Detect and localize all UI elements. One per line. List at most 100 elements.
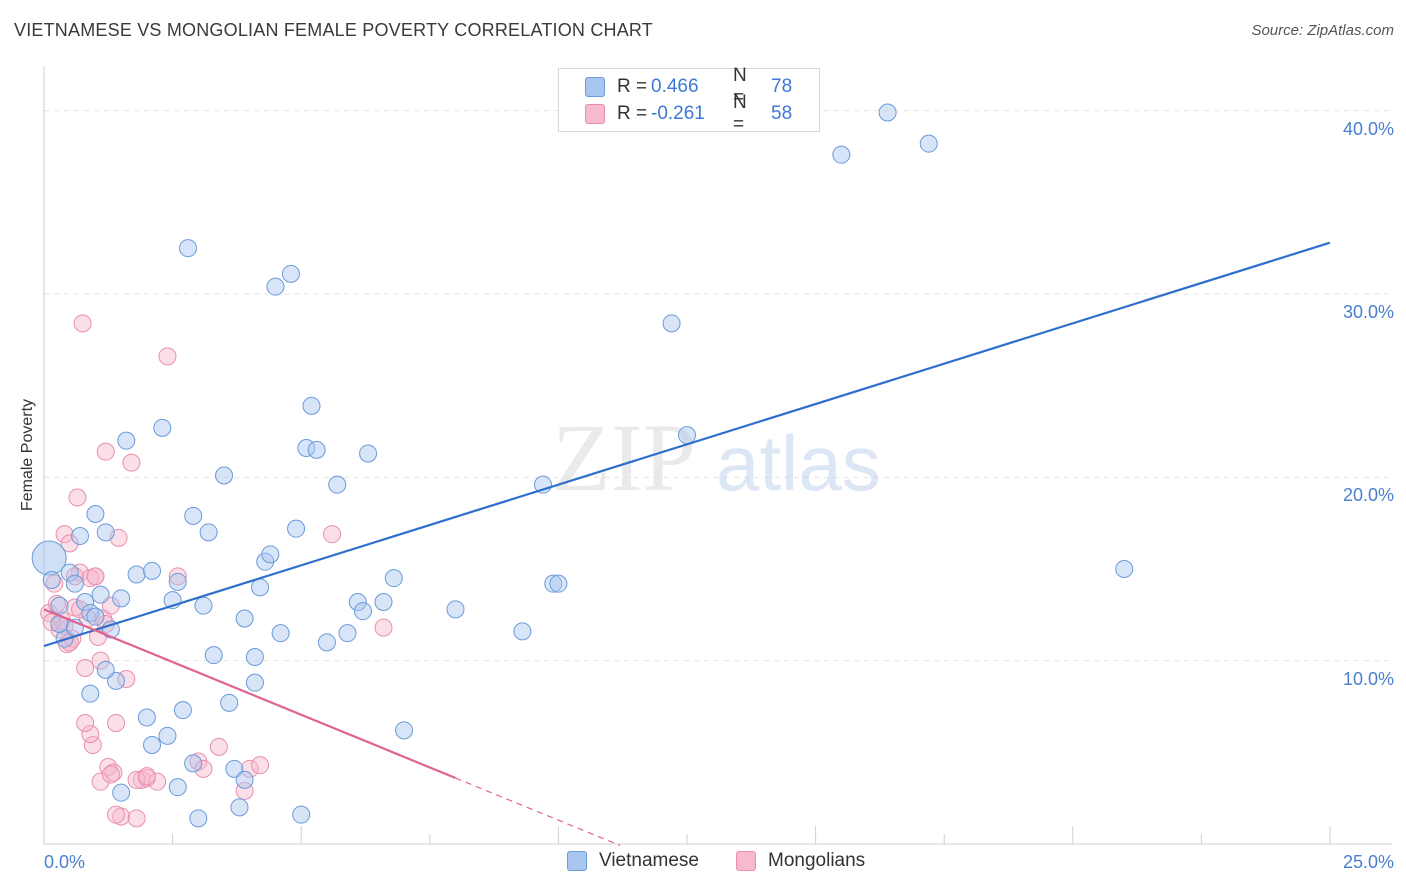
mongolians-point (137, 767, 156, 786)
mongolians-point (71, 563, 90, 582)
vietnamese-point (662, 314, 681, 333)
y-tick-label: 10.0% (1342, 668, 1394, 689)
legend-r-value: -0.261 (651, 103, 705, 124)
vietnamese-point (919, 134, 938, 153)
vietnamese-point (235, 609, 254, 628)
vietnamese-point (261, 545, 280, 564)
vietnamese-point (446, 600, 465, 619)
vietnamese-point (194, 596, 213, 615)
vietnamese-point (359, 444, 378, 463)
vietnamese-point (76, 593, 95, 611)
mongolians-point (68, 488, 87, 507)
correlation-legend: R = 0.466 N = 78 R = -0.261 N = 58 (558, 65, 820, 135)
vietnamese-point (225, 759, 244, 778)
watermark: ZIP atlas (552, 404, 881, 511)
mongolians-point (81, 725, 100, 743)
vietnamese-point (832, 145, 851, 164)
mongolians-point (168, 567, 187, 586)
vietnamese-point (544, 574, 563, 593)
mongolians-trend-line (43, 608, 456, 780)
mongolians-legend-swatch (736, 851, 756, 871)
legend-n-label: N = (733, 92, 747, 135)
vietnamese-point (107, 671, 126, 690)
mongolians-point (96, 442, 115, 461)
vietnamese-point (143, 561, 162, 580)
legend-r-label: R = (617, 76, 648, 97)
mongolians-point (99, 758, 118, 776)
vietnamese-point (384, 569, 403, 588)
legend-n-value: 78 (771, 76, 793, 97)
mongolians-point (107, 805, 126, 824)
vietnamese-point (60, 563, 79, 582)
vietnamese-point (328, 475, 347, 494)
vietnamese-point (307, 440, 326, 459)
series-legend: Vietnamese Mongolians (0, 850, 1406, 878)
vietnamese-point (173, 701, 192, 720)
y-tick-label: 20.0% (1342, 485, 1394, 506)
legend-n-label: N = (733, 65, 747, 108)
vietnamese-point (86, 505, 105, 523)
watermark-zip: ZIP (552, 404, 696, 511)
mongolians-point (107, 714, 126, 732)
vietnamese-point (271, 624, 290, 643)
vietnamese-point (112, 783, 131, 802)
legend-item-mongolians[interactable]: Mongolians (736, 850, 865, 872)
vietnamese-point (168, 778, 187, 797)
vietnamese-point (96, 523, 115, 542)
chart-title: VIETNAMESE VS MONGOLIAN FEMALE POVERTY C… (14, 20, 653, 40)
vietnamese-point (235, 770, 254, 789)
vietnamese-point (281, 264, 300, 283)
vietnamese-point (184, 506, 203, 525)
legend-item-vietnamese[interactable]: Vietnamese (567, 850, 699, 872)
mongolians-point (91, 651, 110, 670)
vietnamese-point (158, 726, 177, 745)
vietnamese-point (81, 604, 100, 622)
vietnamese-point (71, 527, 90, 545)
vietnamese-point (127, 565, 146, 584)
mongolians-point (55, 525, 74, 544)
vietnamese-point (251, 578, 270, 597)
vietnamese-point (137, 708, 156, 727)
vietnamese-point (65, 574, 84, 593)
legend-n-value: 58 (771, 103, 793, 124)
watermark-atlas: atlas (716, 419, 881, 507)
gridlines (44, 110, 1392, 662)
mongolians-point (83, 736, 102, 754)
vietnamese-legend-swatch (567, 851, 587, 871)
mongolians-point (47, 594, 66, 613)
vietnamese-point (42, 571, 61, 589)
vietnamese-point (317, 633, 336, 652)
mongolians-point (104, 763, 123, 782)
mongolians-points (40, 314, 393, 828)
mongolians-point (76, 659, 95, 677)
vietnamese-point (287, 519, 306, 538)
vietnamese-point (153, 418, 172, 437)
y-tick-label: 40.0% (1342, 118, 1394, 139)
vietnamese-point (31, 540, 67, 576)
vietnamese-points (31, 103, 1134, 828)
vietnamese-point (302, 396, 321, 415)
chart-source: Source: ZipAtlas.com (1251, 22, 1394, 39)
vietnamese-point (199, 523, 218, 542)
vietnamese-point (338, 624, 357, 643)
vietnamese-point (168, 572, 187, 591)
mongolians-point (127, 809, 146, 828)
legend-row-mongolians: R = -0.261 N = 58 (585, 92, 793, 135)
vietnamese-point (245, 673, 264, 692)
vietnamese-point (549, 574, 568, 593)
vietnamese-point (395, 721, 414, 740)
legend-label-vietnamese: Vietnamese (599, 850, 699, 871)
mongolians-point (91, 772, 110, 791)
vietnamese-point (353, 602, 372, 621)
vietnamese-point (348, 593, 367, 611)
vietnamese-point (513, 622, 532, 641)
vietnamese-point (1115, 560, 1134, 578)
mongolians-point (240, 759, 259, 778)
vietnamese-point (245, 648, 264, 666)
vietnamese-point (266, 277, 285, 296)
legend-r-value: 0.466 (651, 76, 699, 97)
legend-label-mongolians: Mongolians (768, 850, 866, 871)
y-tick-label: 30.0% (1342, 302, 1394, 322)
mongolians-point (235, 781, 254, 800)
vietnamese-point (189, 809, 208, 828)
